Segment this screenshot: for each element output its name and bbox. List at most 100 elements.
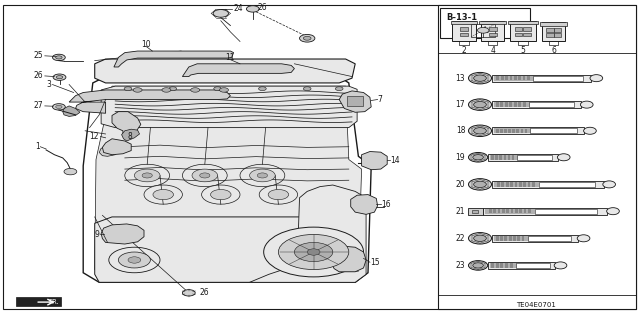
Circle shape xyxy=(250,169,275,182)
Bar xyxy=(479,21,506,24)
Bar xyxy=(491,263,494,268)
Bar xyxy=(518,76,521,80)
Circle shape xyxy=(214,87,221,91)
Bar xyxy=(554,28,561,32)
Bar xyxy=(509,236,511,241)
Bar xyxy=(518,102,521,107)
Polygon shape xyxy=(95,59,355,83)
Polygon shape xyxy=(101,224,144,244)
Bar xyxy=(496,263,499,268)
Bar xyxy=(501,76,504,80)
Polygon shape xyxy=(339,91,371,112)
Polygon shape xyxy=(63,106,80,116)
Circle shape xyxy=(56,76,63,79)
Bar xyxy=(460,27,468,31)
Bar xyxy=(511,209,513,213)
Bar xyxy=(539,182,595,187)
Bar xyxy=(516,129,519,133)
Bar xyxy=(494,236,529,241)
Bar xyxy=(524,27,531,31)
Circle shape xyxy=(259,87,266,91)
Text: 26: 26 xyxy=(200,288,209,297)
Ellipse shape xyxy=(590,75,603,82)
Bar xyxy=(506,182,509,187)
Text: 27: 27 xyxy=(34,101,44,110)
Circle shape xyxy=(56,56,62,59)
Polygon shape xyxy=(95,217,365,282)
Circle shape xyxy=(257,173,268,178)
Circle shape xyxy=(307,249,320,255)
Bar xyxy=(513,129,515,133)
Text: B-13-1: B-13-1 xyxy=(447,13,478,22)
Bar xyxy=(488,262,555,269)
Text: 19: 19 xyxy=(456,153,465,162)
Text: 2: 2 xyxy=(461,46,467,55)
Polygon shape xyxy=(351,195,378,214)
Bar xyxy=(524,209,527,213)
Text: 8: 8 xyxy=(128,132,132,141)
Circle shape xyxy=(125,164,170,187)
Bar xyxy=(494,128,531,133)
Circle shape xyxy=(52,54,65,61)
Polygon shape xyxy=(114,51,234,67)
Bar xyxy=(520,129,523,133)
Bar xyxy=(524,182,526,187)
Circle shape xyxy=(468,99,492,110)
Circle shape xyxy=(474,75,486,81)
Bar xyxy=(505,263,508,268)
Polygon shape xyxy=(16,297,61,306)
Bar xyxy=(512,155,515,160)
Bar xyxy=(504,236,507,241)
Circle shape xyxy=(474,128,486,134)
Polygon shape xyxy=(69,90,230,113)
Circle shape xyxy=(300,34,315,42)
Bar xyxy=(509,76,512,80)
Text: 10: 10 xyxy=(141,40,151,48)
Bar xyxy=(514,102,516,107)
Bar xyxy=(496,129,499,133)
Bar xyxy=(471,24,495,37)
Circle shape xyxy=(220,88,228,92)
Text: TE04E0701: TE04E0701 xyxy=(516,302,556,308)
Bar xyxy=(460,33,468,36)
Bar xyxy=(524,33,531,36)
Text: 14: 14 xyxy=(390,156,400,165)
Circle shape xyxy=(142,173,152,178)
Circle shape xyxy=(240,164,285,187)
Text: 16: 16 xyxy=(381,200,391,209)
Circle shape xyxy=(259,185,298,204)
Bar xyxy=(493,209,496,213)
Bar xyxy=(492,181,604,188)
Circle shape xyxy=(474,101,486,108)
Bar xyxy=(515,182,517,187)
Bar xyxy=(533,76,583,81)
Bar xyxy=(500,102,503,107)
Bar xyxy=(546,33,554,37)
Circle shape xyxy=(192,169,218,182)
Circle shape xyxy=(264,227,364,277)
Text: 26: 26 xyxy=(34,71,44,80)
Text: 20: 20 xyxy=(456,180,465,189)
Text: 7: 7 xyxy=(378,95,383,104)
Polygon shape xyxy=(122,129,140,141)
Text: 9: 9 xyxy=(94,230,99,239)
Circle shape xyxy=(182,290,195,296)
Bar xyxy=(489,27,497,31)
Bar xyxy=(494,182,539,187)
Ellipse shape xyxy=(580,101,593,108)
Circle shape xyxy=(246,6,259,12)
Text: 12: 12 xyxy=(90,132,99,141)
Bar xyxy=(515,33,522,36)
Bar xyxy=(347,96,363,106)
Bar xyxy=(504,155,506,160)
Bar xyxy=(472,210,478,213)
Circle shape xyxy=(468,261,488,270)
Bar xyxy=(497,182,500,187)
Bar xyxy=(535,209,597,214)
Bar xyxy=(505,102,508,107)
Bar xyxy=(515,209,518,213)
Bar xyxy=(492,75,591,82)
Bar xyxy=(504,129,507,133)
Text: 6: 6 xyxy=(551,46,556,55)
Circle shape xyxy=(468,179,492,190)
